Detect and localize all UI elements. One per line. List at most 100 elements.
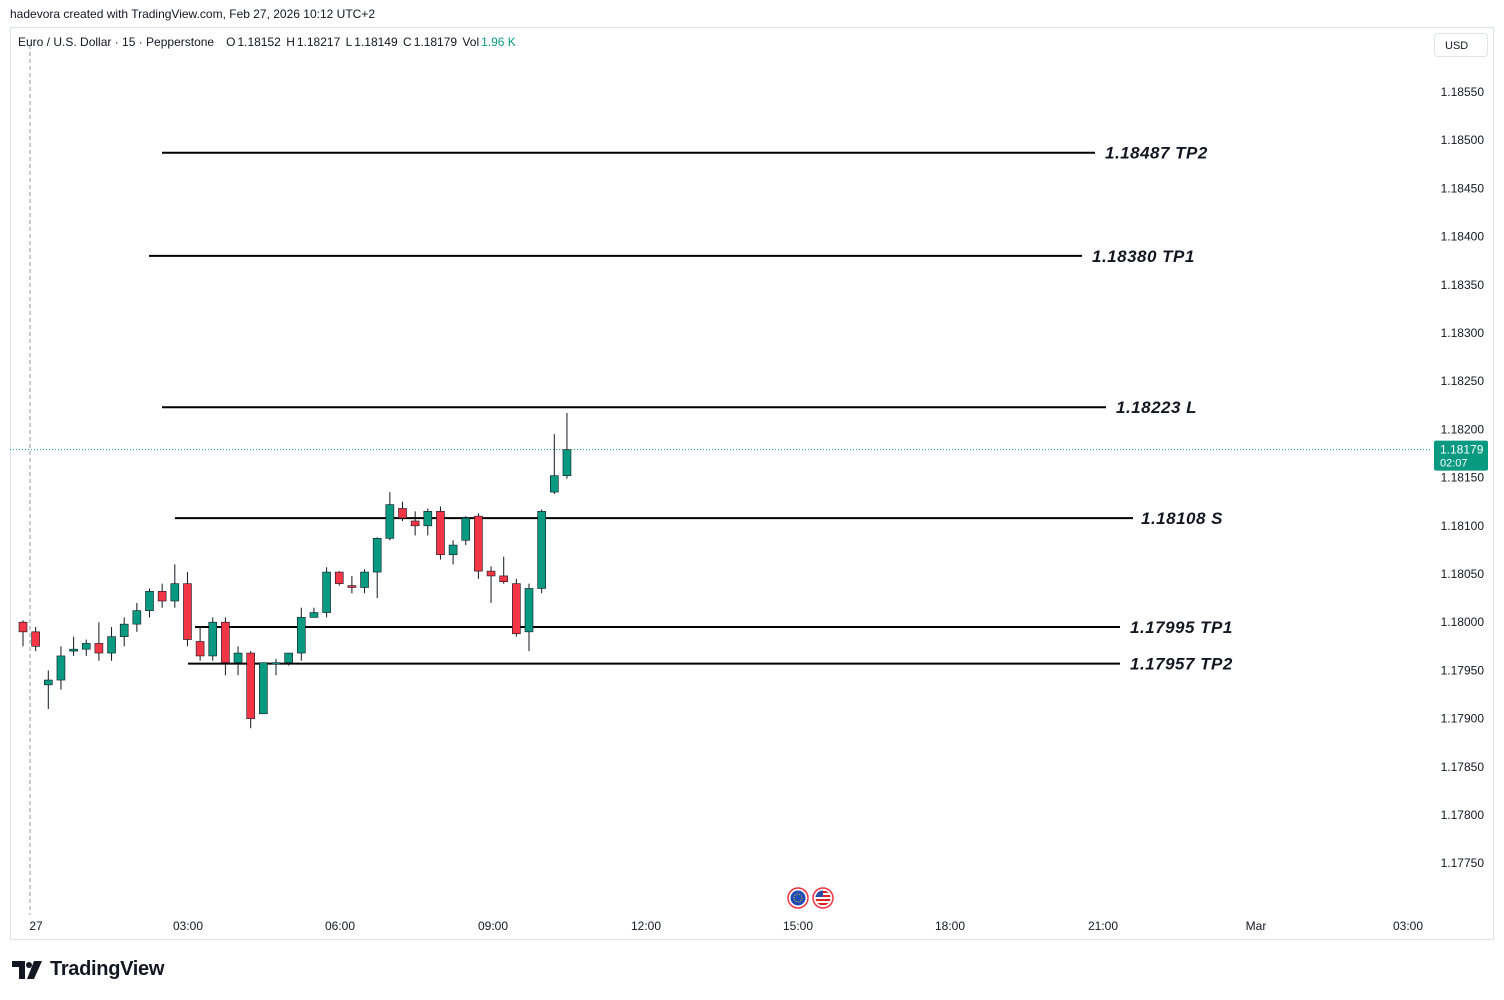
candles[interactable] — [18, 413, 572, 729]
price-tick-label: 1.17800 — [1441, 808, 1485, 822]
candle-body — [436, 511, 445, 556]
time-tick-label: 21:00 — [1088, 919, 1118, 933]
candle[interactable] — [259, 662, 268, 715]
symbol-name[interactable]: Euro / U.S. Dollar · 15 · Pepperstone — [18, 35, 215, 49]
candle[interactable] — [81, 639, 91, 656]
candle[interactable] — [372, 537, 382, 599]
candle[interactable] — [448, 540, 458, 565]
candle[interactable] — [31, 627, 40, 652]
candle-body — [246, 652, 255, 719]
candle[interactable] — [170, 564, 180, 608]
candle[interactable] — [157, 583, 167, 608]
candle-body — [233, 652, 243, 663]
open-label: O — [226, 35, 236, 49]
candle[interactable] — [360, 569, 369, 594]
level-label[interactable]: 1.17957 TP2 — [1130, 655, 1233, 674]
volume-value: 1.96 K — [481, 35, 516, 49]
last-price-tag-box — [1434, 440, 1488, 471]
candle[interactable] — [183, 572, 192, 647]
candle[interactable] — [69, 636, 78, 656]
candle-body — [537, 511, 546, 589]
low-label: L — [345, 35, 353, 49]
time-axis[interactable]: 27 03:00 06:00 09:00 12:00 15:00 18:00 21:00 Mar… — [29, 919, 1423, 933]
candle[interactable] — [549, 434, 559, 494]
candle-body — [549, 475, 559, 493]
candle[interactable] — [322, 567, 331, 618]
candle[interactable] — [499, 556, 509, 584]
candle-body — [499, 575, 509, 583]
candle[interactable] — [398, 501, 407, 521]
candle[interactable] — [246, 651, 255, 729]
candle[interactable] — [18, 620, 28, 647]
candle-body — [145, 591, 154, 611]
candle[interactable] — [524, 583, 534, 652]
candle[interactable] — [410, 511, 420, 536]
candle[interactable] — [43, 670, 53, 709]
candle[interactable] — [537, 509, 546, 594]
price-tick-label: 1.18550 — [1441, 85, 1485, 99]
candle[interactable] — [284, 652, 293, 666]
candle-body — [157, 591, 167, 602]
candle-body — [43, 679, 53, 686]
economic-events[interactable] — [787, 887, 834, 909]
level-label[interactable]: 1.18223 L — [1116, 398, 1197, 417]
candle[interactable] — [56, 646, 66, 690]
candle[interactable] — [436, 506, 445, 560]
candle-body — [398, 508, 407, 519]
candle[interactable] — [474, 513, 483, 579]
candle-body — [296, 617, 306, 654]
candle[interactable] — [107, 627, 116, 661]
close-label: C — [403, 35, 412, 49]
price-tick-label: 1.18400 — [1441, 230, 1485, 244]
candle-body — [195, 641, 205, 657]
candle[interactable] — [94, 622, 104, 661]
level-label[interactable]: 1.18487 TP2 — [1105, 144, 1208, 163]
candle[interactable] — [119, 617, 129, 647]
high-value: 1.18217 — [296, 35, 341, 49]
time-tick-label: 12:00 — [631, 919, 661, 933]
level-label[interactable]: 1.18108 S — [1141, 509, 1223, 528]
time-tick-label: 03:00 — [173, 919, 203, 933]
candle[interactable] — [334, 571, 344, 586]
candle[interactable] — [132, 602, 142, 632]
price-tick-label: 1.18150 — [1441, 471, 1485, 485]
candle[interactable] — [145, 588, 154, 618]
candle[interactable] — [221, 617, 230, 676]
currency-button[interactable]: USD — [1434, 33, 1488, 57]
price-tick-label: 1.18250 — [1441, 374, 1485, 388]
level-label[interactable]: 1.17995 TP1 — [1130, 618, 1233, 637]
candle[interactable] — [385, 492, 395, 541]
price-tick-label: 1.18050 — [1441, 567, 1485, 581]
candle-body — [448, 544, 458, 556]
level-label[interactable]: 1.18380 TP1 — [1092, 247, 1195, 266]
candle[interactable] — [195, 627, 205, 661]
candle[interactable] — [562, 413, 572, 479]
close-value: 1.18179 — [413, 35, 458, 49]
candle[interactable] — [486, 566, 496, 603]
volume-label: Vol — [462, 35, 480, 49]
candle[interactable] — [296, 607, 306, 661]
level-lines[interactable]: 1.18487 TP2 1.18380 TP1 1.18223 L 1.18108 S… — [149, 144, 1233, 674]
us-flag-icon[interactable] — [812, 887, 834, 909]
candle[interactable] — [271, 658, 281, 676]
price-axis[interactable]: 1.18550 1.18500 1.18450 1.18400 1.18350 1.183… — [1441, 85, 1485, 870]
candle-body — [524, 588, 534, 633]
candle-body — [347, 585, 357, 588]
candle[interactable] — [461, 516, 471, 546]
eu-flag-icon[interactable] — [787, 887, 809, 909]
candle[interactable] — [347, 575, 357, 594]
candle[interactable] — [208, 617, 218, 661]
candle-body — [170, 583, 180, 602]
candle-body — [284, 652, 293, 663]
candle[interactable] — [423, 508, 433, 536]
candle[interactable] — [309, 607, 319, 618]
candle[interactable] — [512, 578, 521, 637]
candle[interactable] — [233, 646, 243, 676]
candle-body — [81, 643, 91, 650]
candle-body — [18, 621, 28, 633]
tradingview-logo[interactable]: TradingView — [12, 958, 164, 981]
price-tick-label: 1.18100 — [1441, 519, 1485, 533]
price-tick-label: 1.17900 — [1441, 712, 1485, 726]
price-tick-label: 1.17750 — [1441, 856, 1485, 870]
